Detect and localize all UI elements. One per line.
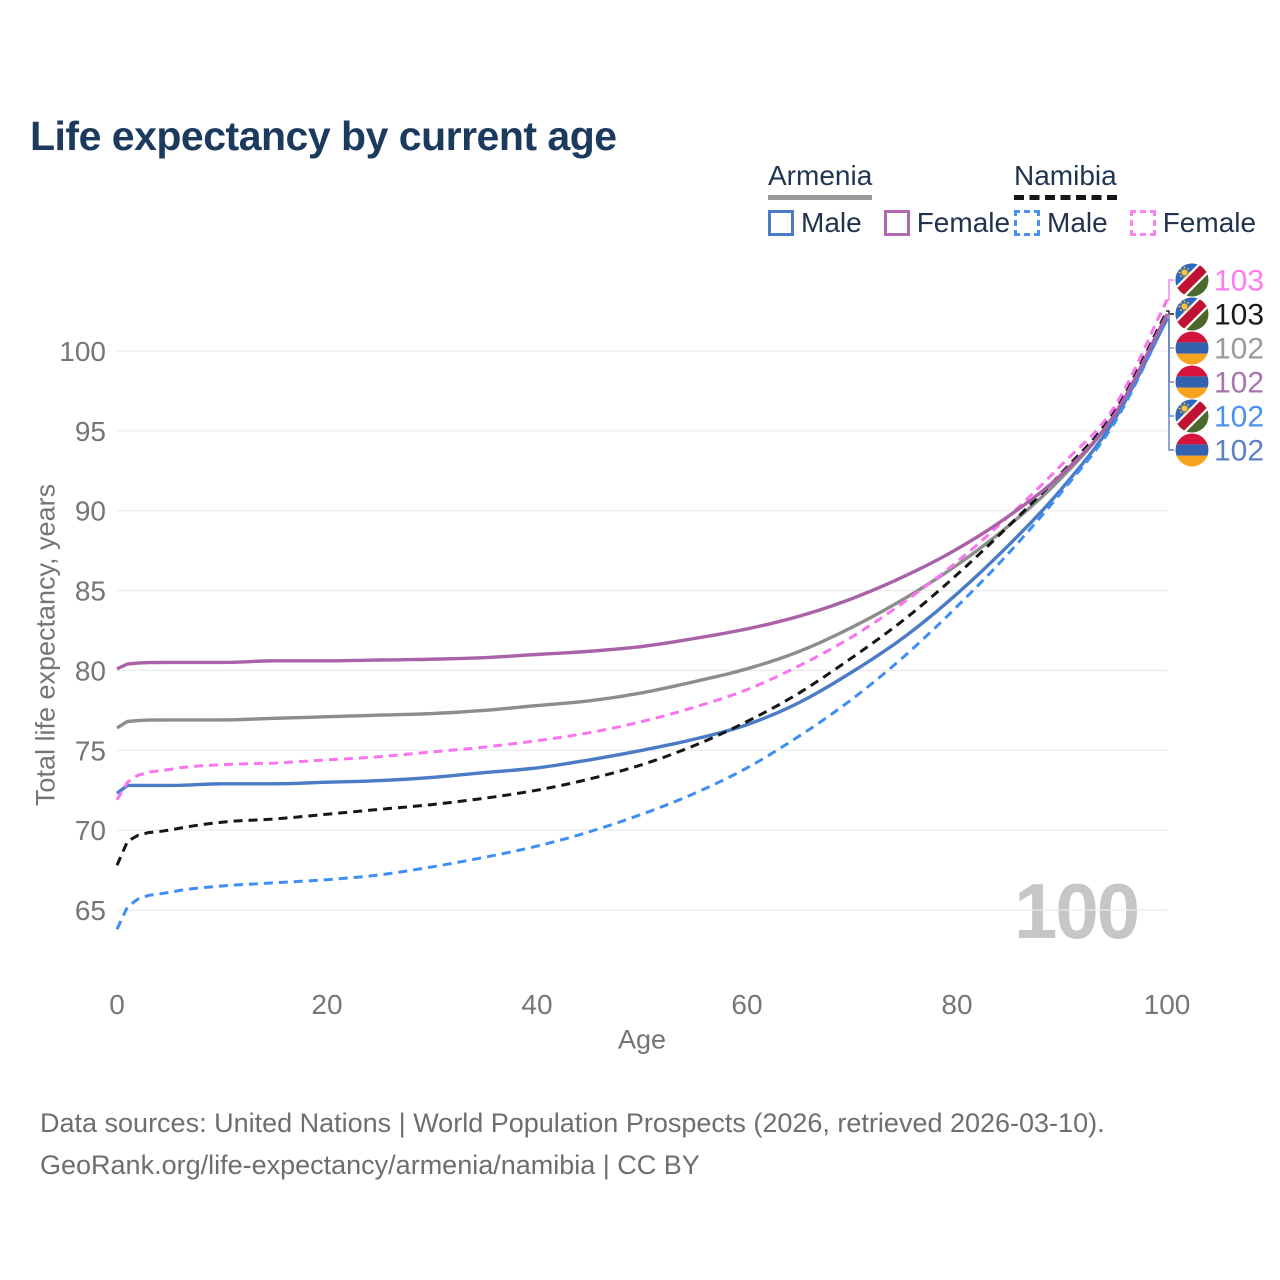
legend-country-armenia: Armenia (768, 160, 873, 200)
namibia-male-swatch-icon (1014, 210, 1040, 236)
armenia-flag-icon (1175, 331, 1209, 365)
armenia-solid-line-swatch (768, 195, 873, 200)
series-line-armenia_female (116, 313, 1169, 671)
y-tick-label-100: 100 (59, 336, 106, 367)
legend-country-namibia: Namibia (1014, 160, 1117, 200)
legend-country-label: Armenia (768, 160, 873, 191)
y-tick-label-80: 80 (75, 655, 106, 686)
series-line-namibia_total (115, 310, 1169, 866)
end-label-connector-namibia_male (1166, 318, 1174, 417)
legend-group-armenia: Armenia Male Female (768, 160, 1010, 239)
x-tick-label-80: 80 (941, 989, 972, 1020)
y-tick-label-85: 85 (75, 576, 106, 607)
x-tick-label-20: 20 (311, 989, 342, 1020)
end-label-value-namibia_total: 103 (1214, 299, 1264, 332)
series-line-namibia_female (115, 299, 1169, 801)
armenia-flag-icon (1175, 433, 1209, 467)
end-label-connector-armenia_male (1166, 318, 1174, 451)
armenia-male-swatch-icon (768, 210, 794, 236)
page-title: Life expectancy by current age (30, 113, 617, 160)
namibia-flag-icon (1175, 399, 1209, 433)
namibia-dashed-line-swatch (1014, 195, 1117, 200)
legend-items-armenia: Male Female (768, 207, 1010, 239)
y-tick-label-65: 65 (75, 895, 106, 926)
x-tick-label-0: 0 (109, 989, 125, 1020)
legend-group-namibia: Namibia Male Female (1014, 160, 1256, 239)
y-tick-label-70: 70 (75, 815, 106, 846)
end-label-value-armenia_male: 102 (1214, 435, 1264, 468)
namibia-flag-icon (1175, 297, 1209, 331)
legend-item-armenia-male[interactable]: Male (768, 207, 862, 239)
end-label-value-namibia_male: 102 (1214, 401, 1264, 434)
attribution-text: GeoRank.org/life-expectancy/armenia/nami… (40, 1150, 700, 1180)
legend-item-label: Male (1047, 207, 1108, 238)
series-line-armenia_total (116, 315, 1169, 730)
legend-item-label: Female (916, 207, 1011, 238)
namibia-female-swatch-icon (1129, 210, 1156, 236)
armenia-female-swatch-icon (883, 210, 910, 236)
legend-item-namibia-male[interactable]: Male (1014, 207, 1108, 239)
x-tick-label-60: 60 (731, 989, 762, 1020)
legend-item-namibia-female[interactable]: Female (1129, 207, 1257, 239)
x-tick-label-40: 40 (521, 989, 552, 1020)
legend-country-label: Namibia (1014, 160, 1117, 191)
data-sources-text: Data sources: United Nations | World Pop… (40, 1108, 1105, 1138)
y-tick-label-90: 90 (75, 496, 106, 527)
y-tick-label-95: 95 (75, 416, 106, 447)
end-label-value-armenia_total: 102 (1214, 333, 1264, 366)
series-line-armenia_male (115, 318, 1169, 795)
legend-item-armenia-female[interactable]: Female (883, 207, 1011, 239)
namibia-flag-icon (1175, 263, 1209, 297)
end-label-connector-namibia_female (1166, 279, 1174, 301)
end-label-value-armenia_female: 102 (1214, 367, 1264, 400)
x-tick-label-100: 100 (1144, 989, 1191, 1020)
y-tick-label-75: 75 (75, 735, 106, 766)
age-counter-watermark: 100 (1014, 867, 1140, 955)
legend-items-namibia: Male Female (1014, 207, 1256, 239)
x-axis-title: Age (617, 1024, 667, 1055)
legend-item-label: Female (1162, 207, 1257, 238)
series-line-namibia_male (115, 318, 1169, 930)
legend-item-label: Male (801, 207, 862, 238)
end-label-connector-namibia_total (1166, 310, 1174, 315)
armenia-flag-icon (1175, 365, 1209, 399)
end-label-value-namibia_female: 103 (1214, 265, 1264, 298)
